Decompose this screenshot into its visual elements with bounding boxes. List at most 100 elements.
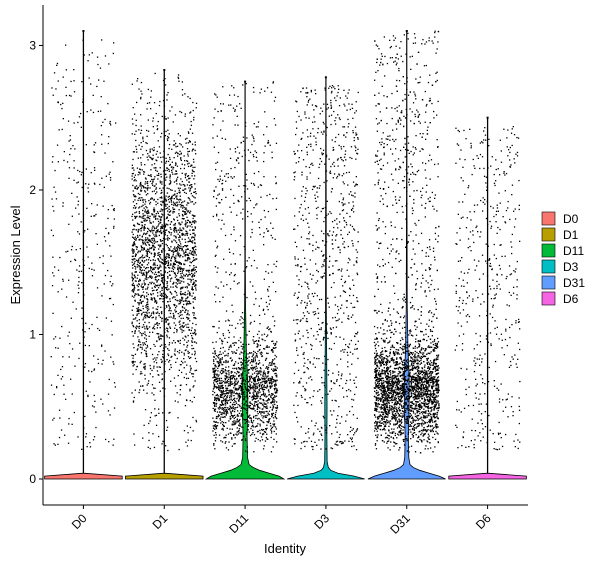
data-point — [153, 248, 155, 251]
data-point — [192, 376, 194, 378]
data-point — [92, 439, 95, 441]
data-point — [272, 398, 274, 400]
data-point — [88, 267, 90, 270]
data-point — [312, 363, 314, 365]
data-point — [164, 204, 166, 206]
data-point — [321, 266, 323, 268]
data-point — [269, 406, 272, 408]
data-point — [138, 212, 141, 214]
data-point — [183, 274, 185, 276]
data-point — [307, 359, 309, 361]
data-point — [195, 280, 197, 282]
data-point — [267, 290, 269, 292]
data-point — [225, 447, 228, 449]
data-point — [165, 267, 167, 269]
data-point — [229, 94, 231, 96]
data-point — [167, 237, 169, 239]
data-point — [140, 181, 142, 184]
data-point — [244, 122, 247, 124]
data-point — [182, 256, 184, 258]
data-point — [158, 366, 160, 368]
data-point — [164, 173, 167, 176]
data-point — [141, 326, 143, 328]
data-point — [192, 430, 194, 432]
data-point — [248, 375, 250, 378]
data-point — [171, 148, 173, 150]
data-point — [172, 204, 175, 206]
data-point — [325, 134, 327, 136]
data-point — [269, 418, 271, 420]
data-point — [238, 400, 240, 402]
data-point — [191, 348, 193, 350]
data-point — [212, 388, 215, 390]
data-point — [140, 266, 142, 269]
data-point — [176, 294, 178, 296]
data-point — [244, 367, 246, 370]
data-point — [234, 363, 236, 365]
data-point — [166, 223, 168, 225]
data-point — [157, 178, 159, 180]
data-point — [82, 39, 84, 41]
data-point — [275, 410, 278, 412]
data-point — [187, 278, 189, 280]
data-point — [241, 426, 243, 428]
data-point — [325, 448, 327, 450]
data-point — [144, 343, 146, 346]
data-point — [219, 202, 221, 204]
data-point — [334, 97, 336, 99]
data-point — [229, 378, 232, 381]
data-point — [172, 212, 174, 214]
data-point — [158, 323, 160, 325]
data-point — [179, 268, 182, 271]
data-point — [140, 189, 142, 191]
data-point — [178, 254, 180, 256]
data-point — [189, 365, 191, 367]
data-point — [131, 392, 133, 394]
data-point — [225, 409, 227, 411]
data-point — [323, 382, 325, 384]
data-point — [166, 99, 168, 101]
data-point — [186, 209, 188, 211]
data-point — [175, 179, 178, 182]
data-point — [240, 357, 242, 360]
data-point — [267, 352, 269, 355]
data-point — [162, 353, 164, 356]
data-point — [186, 254, 188, 256]
data-point — [221, 396, 223, 398]
data-point — [163, 297, 165, 299]
data-point — [156, 241, 159, 243]
data-point — [229, 397, 231, 399]
data-point — [153, 167, 155, 169]
data-point — [274, 392, 277, 394]
data-point — [256, 203, 258, 205]
data-point — [262, 375, 264, 377]
data-point — [157, 230, 159, 232]
data-point — [220, 422, 222, 424]
data-point — [151, 197, 153, 199]
data-point — [183, 281, 185, 283]
data-point — [326, 200, 328, 202]
data-point — [146, 248, 149, 250]
data-point — [339, 422, 341, 424]
data-point — [224, 436, 226, 438]
data-point — [65, 251, 67, 253]
data-point — [86, 246, 88, 248]
data-point — [138, 304, 140, 306]
data-point — [166, 330, 168, 332]
data-point — [256, 401, 258, 403]
data-point — [174, 250, 176, 252]
data-point — [143, 256, 146, 258]
data-point — [259, 429, 261, 432]
data-point — [84, 363, 87, 365]
data-point — [270, 349, 273, 351]
data-point — [306, 268, 308, 271]
data-point — [266, 387, 268, 389]
data-point — [234, 400, 236, 402]
data-point — [230, 372, 232, 374]
data-point — [164, 331, 166, 334]
data-point — [224, 404, 227, 406]
data-point — [220, 393, 223, 395]
data-point — [246, 431, 248, 434]
data-point — [152, 269, 154, 271]
data-point — [244, 419, 246, 421]
